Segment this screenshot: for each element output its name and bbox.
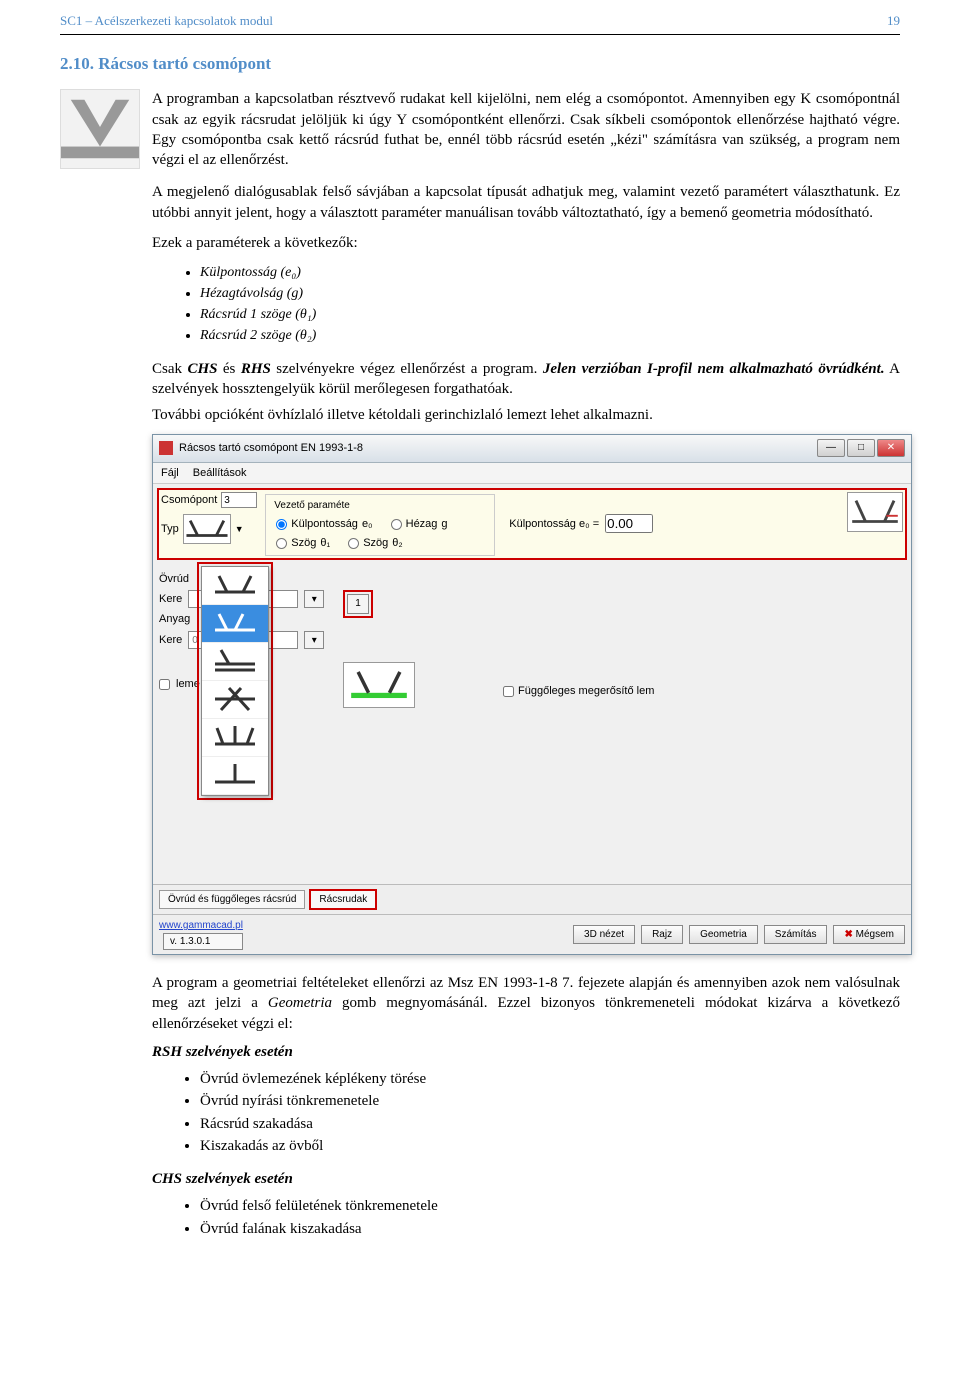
type-option[interactable] bbox=[202, 567, 268, 605]
3d-button[interactable]: 3D nézet bbox=[573, 925, 635, 945]
bottom-bar: www.gammacad.pl v. 1.3.0.1 3D nézet Rajz… bbox=[153, 914, 911, 954]
list-item: Kiszakadás az övből bbox=[200, 1135, 900, 1157]
kulpont-label: Külpontosság bbox=[291, 517, 358, 532]
param-item: Hézagtávolság (g) bbox=[200, 284, 900, 305]
szog2-label: Szög bbox=[363, 536, 388, 551]
kere2-open-button[interactable]: ▾ bbox=[304, 631, 324, 649]
rajz-button[interactable]: Rajz bbox=[641, 925, 683, 945]
szog2-radio[interactable] bbox=[348, 538, 359, 549]
window-titlebar: Rácsos tartó csomópont EN 1993-1-8 — □ ✕ bbox=[153, 435, 911, 463]
type-option[interactable] bbox=[202, 643, 268, 681]
version-label: v. 1.3.0.1 bbox=[163, 933, 243, 951]
list-item: Övrúd nyírási tönkremenetele bbox=[200, 1090, 900, 1112]
app-screenshot: Rácsos tartó csomópont EN 1993-1-8 — □ ✕… bbox=[152, 434, 900, 956]
kulpont-eq-label: Külpontosság e₀ = bbox=[509, 517, 599, 532]
close-button[interactable]: ✕ bbox=[877, 439, 905, 457]
list-item: Övrúd felső felületének tönkremenetele bbox=[200, 1195, 900, 1217]
page-header: SC1 – Acélszerkezeti kapcsolatok modul 1… bbox=[60, 12, 900, 35]
section-title: 2.10. Rácsos tartó csomópont bbox=[60, 53, 900, 76]
left-column: Övrúd Kere▾ Anyag Kere0▾ leme bbox=[153, 564, 343, 884]
intro-paragraph-1: A programban a kapcsolatban résztvevő ru… bbox=[152, 89, 900, 170]
menu-settings[interactable]: Beállítások bbox=[193, 466, 247, 481]
v-checkbox[interactable] bbox=[159, 679, 170, 690]
kere-open-button[interactable]: ▾ bbox=[304, 590, 324, 608]
minimize-button[interactable]: — bbox=[817, 439, 845, 457]
list-item: Rácsrúd szakadása bbox=[200, 1113, 900, 1135]
menubar: Fájl Beállítások bbox=[153, 463, 911, 485]
note-2: További opcióként övhízlaló illetve kéto… bbox=[152, 405, 900, 425]
chevron-down-icon[interactable]: ▼ bbox=[235, 523, 244, 535]
window-title: Rácsos tartó csomópont EN 1993-1-8 bbox=[179, 441, 811, 456]
list-item: Övrúd falának kiszakadása bbox=[200, 1218, 900, 1240]
csomopont-input[interactable] bbox=[221, 492, 257, 508]
fuggo-checkbox[interactable] bbox=[503, 686, 514, 697]
szog1-radio[interactable] bbox=[276, 538, 287, 549]
chs-list: Övrúd felső felületének tönkremenetele Ö… bbox=[200, 1195, 900, 1240]
tab-racsrudak[interactable]: Rácsrudak bbox=[309, 889, 377, 911]
kulpont-radio[interactable] bbox=[276, 519, 287, 530]
param-item: Rácsrúd 1 szöge (θ₁) bbox=[200, 305, 900, 326]
type-option-selected[interactable] bbox=[202, 605, 268, 643]
list-item: Övrúd övlemezének képlékeny törése bbox=[200, 1068, 900, 1090]
typ-label: Typ bbox=[161, 522, 179, 537]
ovrud-label: Övrúd bbox=[159, 572, 189, 587]
type-option[interactable] bbox=[202, 757, 268, 795]
maximize-button[interactable]: □ bbox=[847, 439, 875, 457]
tab-ovrud[interactable]: Övrúd és függőleges rácsrúd bbox=[159, 890, 305, 910]
anyag-label: Anyag bbox=[159, 612, 190, 627]
fuggo-checkbox-row[interactable]: Függőleges megerősítő lem bbox=[503, 684, 911, 699]
rsh-title: RSH szelvények esetén bbox=[152, 1042, 900, 1062]
params-label: Ezek a paraméterek a következők: bbox=[152, 233, 900, 253]
megsem-button[interactable]: ✖ Mégsem bbox=[833, 925, 905, 945]
vezeto-title: Vezető paraméte bbox=[270, 497, 490, 515]
hezag-label: Hézag bbox=[406, 517, 438, 532]
type-option[interactable] bbox=[202, 681, 268, 719]
gammacad-link[interactable]: www.gammacad.pl bbox=[159, 919, 243, 933]
preview-thumb bbox=[847, 492, 903, 532]
bottom-tabs: Övrúd és függőleges rácsrúd Rácsrudak bbox=[153, 884, 911, 915]
section-icon bbox=[60, 89, 140, 169]
app-icon bbox=[159, 441, 173, 455]
header-right: 19 bbox=[887, 12, 900, 30]
type-thumb[interactable] bbox=[183, 514, 231, 544]
menu-file[interactable]: Fájl bbox=[161, 466, 179, 481]
kere2-label: Kere bbox=[159, 633, 182, 648]
kulpont-value-input[interactable] bbox=[605, 514, 653, 533]
chs-title: CHS szelvények esetén bbox=[152, 1169, 900, 1189]
csomopont-label: Csomópont bbox=[161, 493, 217, 508]
main-preview-thumb bbox=[343, 662, 415, 708]
geometria-button[interactable]: Geometria bbox=[689, 925, 758, 945]
param-item: Külpontosság (e₀) bbox=[200, 263, 900, 284]
szamitas-button[interactable]: Számítás bbox=[764, 925, 828, 945]
type-dropdown[interactable] bbox=[201, 566, 269, 796]
top-toolbar: Csomópont Typ ▼ Vezető paraméte bbox=[157, 488, 907, 559]
header-left: SC1 – Acélszerkezeti kapcsolatok modul bbox=[60, 12, 273, 30]
szog1-label: Szög bbox=[291, 536, 316, 551]
type-option[interactable] bbox=[202, 719, 268, 757]
note-1: Csak CHS és RHS szelvényekre végez ellen… bbox=[152, 359, 900, 400]
param-item: Rácsrúd 2 szöge (θ₂) bbox=[200, 326, 900, 347]
one-button[interactable]: 1 bbox=[347, 594, 369, 614]
close-icon: ✖ bbox=[844, 929, 852, 940]
hezag-radio[interactable] bbox=[391, 519, 402, 530]
rsh-list: Övrúd övlemezének képlékeny törése Övrúd… bbox=[200, 1068, 900, 1157]
kere-label: Kere bbox=[159, 592, 182, 607]
intro-paragraph-2: A megjelenő dialógusablak felső sávjában… bbox=[152, 182, 900, 223]
params-list: Külpontosság (e₀) Hézagtávolság (g) Rács… bbox=[200, 263, 900, 347]
after-paragraph: A program a geometriai feltételeket elle… bbox=[152, 973, 900, 1034]
